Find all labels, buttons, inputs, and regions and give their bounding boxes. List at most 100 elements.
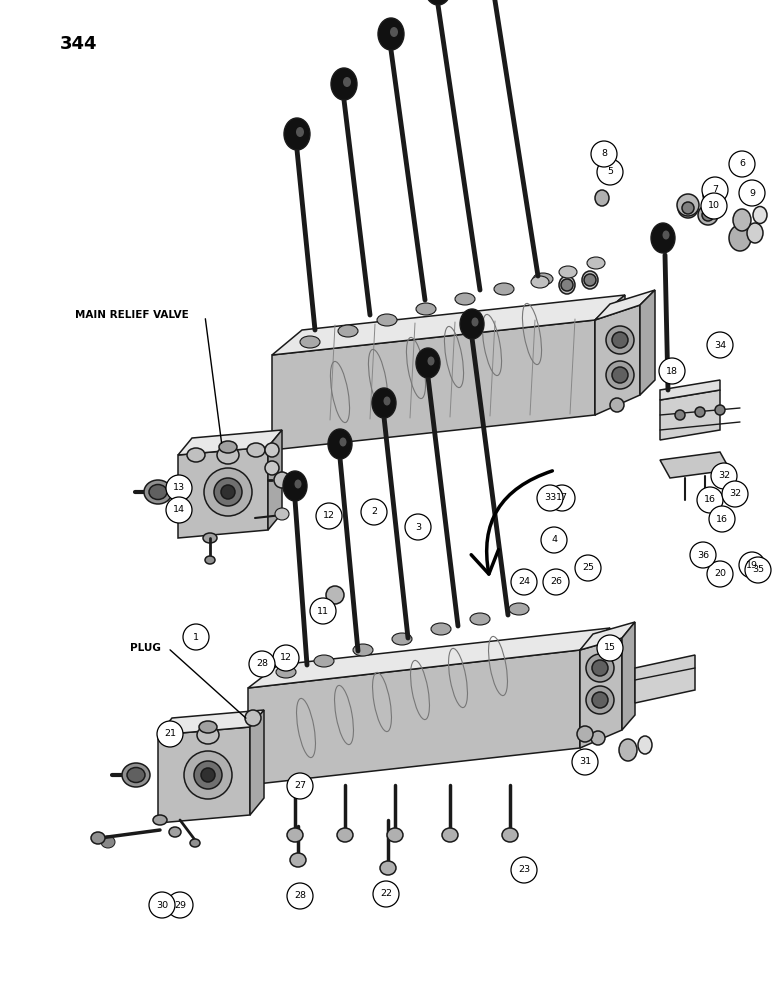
Ellipse shape (144, 480, 172, 504)
Circle shape (702, 209, 714, 221)
Ellipse shape (203, 533, 217, 543)
Ellipse shape (378, 18, 404, 50)
Ellipse shape (471, 318, 478, 326)
Text: 28: 28 (256, 660, 268, 668)
Circle shape (591, 731, 605, 745)
Text: 21: 21 (164, 730, 176, 738)
Polygon shape (580, 628, 610, 748)
Circle shape (249, 651, 275, 677)
Circle shape (722, 481, 748, 507)
FancyArrowPatch shape (471, 471, 552, 574)
Ellipse shape (559, 276, 575, 294)
Ellipse shape (455, 293, 475, 305)
Text: 344: 344 (60, 35, 98, 53)
Circle shape (265, 461, 279, 475)
Text: MAIN RELIEF VALVE: MAIN RELIEF VALVE (75, 310, 189, 320)
Polygon shape (272, 320, 595, 450)
Ellipse shape (101, 836, 115, 848)
Ellipse shape (502, 828, 518, 842)
Text: 17: 17 (556, 493, 568, 502)
Polygon shape (178, 447, 268, 538)
Circle shape (194, 761, 222, 789)
Polygon shape (595, 305, 640, 415)
Text: 35: 35 (752, 566, 764, 574)
Ellipse shape (638, 736, 652, 754)
Polygon shape (595, 290, 655, 320)
Ellipse shape (372, 388, 396, 418)
Ellipse shape (247, 443, 265, 457)
Text: 8: 8 (601, 149, 607, 158)
Ellipse shape (387, 828, 403, 842)
Polygon shape (272, 295, 625, 355)
Ellipse shape (582, 271, 598, 289)
Text: 36: 36 (697, 550, 709, 560)
Ellipse shape (284, 118, 310, 150)
Ellipse shape (392, 633, 412, 645)
Ellipse shape (190, 839, 200, 847)
Ellipse shape (296, 127, 304, 137)
Circle shape (707, 561, 733, 587)
Ellipse shape (199, 721, 217, 733)
Text: 30: 30 (156, 900, 168, 910)
Polygon shape (268, 430, 282, 530)
Text: 3: 3 (415, 522, 421, 532)
Circle shape (682, 202, 694, 214)
Circle shape (577, 726, 593, 742)
Circle shape (245, 710, 261, 726)
Ellipse shape (460, 309, 484, 339)
Ellipse shape (337, 828, 353, 842)
Ellipse shape (122, 763, 150, 787)
Circle shape (273, 645, 299, 671)
Text: 9: 9 (749, 188, 755, 198)
Text: 26: 26 (550, 578, 562, 586)
Polygon shape (158, 727, 250, 823)
Circle shape (707, 332, 733, 358)
Ellipse shape (595, 190, 609, 206)
Polygon shape (640, 290, 655, 395)
Text: 31: 31 (579, 758, 591, 766)
Text: 23: 23 (518, 865, 530, 874)
Ellipse shape (470, 613, 490, 625)
Circle shape (310, 598, 336, 624)
Circle shape (586, 654, 614, 682)
Ellipse shape (300, 336, 320, 348)
Polygon shape (660, 390, 720, 440)
Circle shape (274, 472, 290, 488)
Ellipse shape (416, 348, 440, 378)
Circle shape (204, 468, 252, 516)
Ellipse shape (390, 27, 398, 37)
Circle shape (675, 410, 685, 420)
Circle shape (729, 151, 755, 177)
Ellipse shape (587, 257, 605, 269)
Ellipse shape (425, 0, 451, 5)
Circle shape (612, 332, 628, 348)
Ellipse shape (662, 231, 669, 239)
Circle shape (149, 892, 175, 918)
Text: 2: 2 (371, 508, 377, 516)
Text: PLUG: PLUG (130, 643, 161, 653)
Circle shape (711, 463, 737, 489)
Ellipse shape (619, 739, 637, 761)
Text: 12: 12 (323, 512, 335, 520)
Circle shape (541, 527, 567, 553)
Circle shape (709, 506, 735, 532)
Ellipse shape (338, 325, 358, 337)
Polygon shape (158, 710, 264, 735)
Ellipse shape (733, 209, 751, 231)
Text: 24: 24 (518, 578, 530, 586)
Polygon shape (622, 622, 635, 730)
Circle shape (166, 497, 192, 523)
Ellipse shape (747, 223, 763, 243)
Circle shape (586, 686, 614, 714)
Circle shape (606, 326, 634, 354)
Text: 6: 6 (739, 159, 745, 168)
Polygon shape (250, 710, 264, 815)
Ellipse shape (380, 861, 396, 875)
Circle shape (703, 184, 725, 206)
Text: 25: 25 (582, 564, 594, 572)
Ellipse shape (729, 225, 751, 251)
Polygon shape (635, 655, 695, 703)
Ellipse shape (753, 207, 767, 224)
Circle shape (739, 180, 765, 206)
Polygon shape (248, 650, 580, 785)
